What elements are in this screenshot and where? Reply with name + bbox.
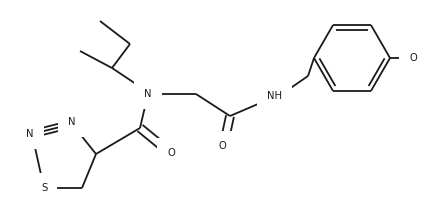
Text: N: N — [68, 117, 76, 127]
Text: O: O — [409, 53, 417, 63]
Text: S: S — [41, 183, 47, 193]
Text: O: O — [167, 148, 175, 158]
Text: O: O — [218, 141, 226, 151]
Text: N: N — [26, 129, 34, 139]
Text: N: N — [144, 89, 152, 99]
Text: NH: NH — [267, 91, 282, 101]
